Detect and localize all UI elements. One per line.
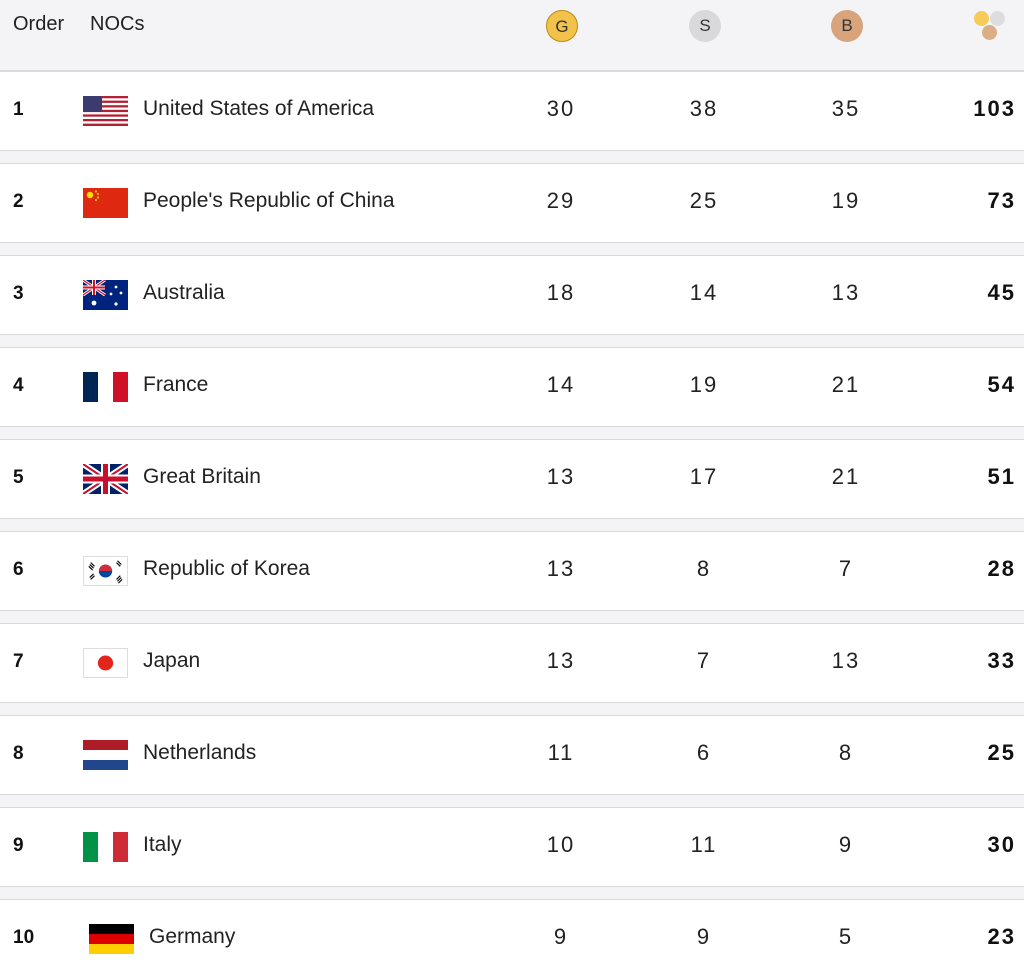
country-name[interactable]: Netherlands bbox=[143, 741, 257, 764]
country-name[interactable]: Republic of Korea bbox=[143, 557, 310, 580]
country-name[interactable]: People's Republic of China bbox=[143, 189, 395, 212]
table-row[interactable]: 7 Japan 13 7 13 33 bbox=[0, 623, 1024, 703]
great-britain-flag-icon bbox=[83, 464, 128, 494]
table-row[interactable]: 4 France 14 19 21 54 bbox=[0, 347, 1024, 427]
medal-table-header: Order NOCs G S B bbox=[0, 0, 1024, 71]
bronze-count: 21 bbox=[831, 464, 861, 489]
table-row[interactable]: 5 Great Britain 13 17 21 51 bbox=[0, 439, 1024, 519]
bronze-medal-icon[interactable]: B bbox=[831, 10, 863, 42]
country-name[interactable]: Italy bbox=[143, 833, 182, 856]
silver-count: 25 bbox=[689, 188, 719, 213]
total-count: 30 bbox=[987, 832, 1016, 857]
total-count: 54 bbox=[987, 372, 1016, 397]
total-count: 25 bbox=[987, 740, 1016, 765]
total-count: 33 bbox=[987, 648, 1016, 673]
rank-cell: 7 bbox=[13, 651, 24, 672]
bronze-count: 35 bbox=[831, 96, 861, 121]
bronze-count: 13 bbox=[831, 280, 861, 305]
total-count: 73 bbox=[987, 188, 1016, 213]
gold-count: 13 bbox=[546, 464, 576, 489]
rank-cell: 3 bbox=[13, 283, 24, 304]
silver-count: 38 bbox=[689, 96, 719, 121]
bronze-count: 21 bbox=[831, 372, 861, 397]
bronze-count: 19 bbox=[831, 188, 861, 213]
bronze-count: 9 bbox=[838, 832, 854, 857]
gold-count: 13 bbox=[546, 648, 576, 673]
silver-count: 6 bbox=[696, 740, 712, 765]
silver-count: 19 bbox=[689, 372, 719, 397]
table-row[interactable]: 3 Australia 18 14 13 45 bbox=[0, 255, 1024, 335]
gold-count: 18 bbox=[546, 280, 576, 305]
korea-flag-icon bbox=[83, 556, 128, 586]
rank-cell: 10 bbox=[13, 927, 35, 948]
total-count: 103 bbox=[973, 96, 1016, 121]
rank-cell: 5 bbox=[13, 467, 24, 488]
silver-count: 9 bbox=[696, 924, 712, 949]
gold-count: 14 bbox=[546, 372, 576, 397]
medals-total-icon[interactable] bbox=[972, 9, 1012, 43]
silver-count: 7 bbox=[696, 648, 712, 673]
country-name[interactable]: Australia bbox=[143, 281, 225, 304]
total-count: 23 bbox=[987, 924, 1016, 949]
gold-medal-icon[interactable]: G bbox=[546, 10, 578, 42]
total-icon-bronze-dot bbox=[982, 25, 997, 40]
gold-count: 29 bbox=[546, 188, 576, 213]
silver-count: 11 bbox=[690, 832, 718, 857]
silver-count: 14 bbox=[689, 280, 719, 305]
table-row[interactable]: 9 Italy 10 11 9 30 bbox=[0, 807, 1024, 887]
table-row[interactable]: 6 Republic of Korea 13 8 7 28 bbox=[0, 531, 1024, 611]
nocs-column-header[interactable]: NOCs bbox=[90, 13, 145, 35]
usa-flag-icon bbox=[83, 96, 128, 126]
germany-flag-icon bbox=[89, 924, 134, 954]
rank-cell: 1 bbox=[13, 99, 24, 120]
table-row[interactable]: 10 Germany 9 9 5 23 bbox=[0, 899, 1024, 972]
gold-count: 13 bbox=[546, 556, 576, 581]
country-name[interactable]: Germany bbox=[149, 925, 236, 948]
table-row[interactable]: 8 Netherlands 11 6 8 25 bbox=[0, 715, 1024, 795]
rank-cell: 6 bbox=[13, 559, 24, 580]
bronze-count: 5 bbox=[838, 924, 854, 949]
country-name[interactable]: United States of America bbox=[143, 97, 375, 120]
total-icon-gold-dot bbox=[974, 11, 989, 26]
china-flag-icon bbox=[83, 188, 128, 218]
total-count: 51 bbox=[987, 464, 1016, 489]
country-name[interactable]: Great Britain bbox=[143, 465, 261, 488]
country-name[interactable]: Japan bbox=[143, 649, 201, 672]
country-name[interactable]: France bbox=[143, 373, 209, 396]
france-flag-icon bbox=[83, 372, 128, 402]
rank-cell: 4 bbox=[13, 375, 24, 396]
order-column-header[interactable]: Order bbox=[13, 13, 65, 35]
total-count: 45 bbox=[987, 280, 1016, 305]
rank-cell: 8 bbox=[13, 743, 24, 764]
bronze-count: 8 bbox=[838, 740, 854, 765]
rank-cell: 9 bbox=[13, 835, 24, 856]
silver-count: 17 bbox=[689, 464, 719, 489]
table-row[interactable]: 1 United States of America 30 38 35 103 bbox=[0, 71, 1024, 151]
total-icon-silver-dot bbox=[990, 11, 1005, 26]
rank-cell: 2 bbox=[13, 191, 24, 212]
gold-count: 10 bbox=[546, 832, 576, 857]
bronze-count: 13 bbox=[831, 648, 861, 673]
netherlands-flag-icon bbox=[83, 740, 128, 770]
bronze-count: 7 bbox=[838, 556, 854, 581]
gold-count: 11 bbox=[547, 740, 575, 765]
silver-count: 8 bbox=[696, 556, 712, 581]
italy-flag-icon bbox=[83, 832, 128, 862]
total-count: 28 bbox=[987, 556, 1016, 581]
australia-flag-icon bbox=[83, 280, 128, 310]
silver-medal-icon[interactable]: S bbox=[689, 10, 721, 42]
gold-count: 30 bbox=[546, 96, 576, 121]
gold-count: 9 bbox=[553, 924, 569, 949]
table-row[interactable]: 2 People's Republic of China 29 25 19 73 bbox=[0, 163, 1024, 243]
japan-flag-icon bbox=[83, 648, 128, 678]
